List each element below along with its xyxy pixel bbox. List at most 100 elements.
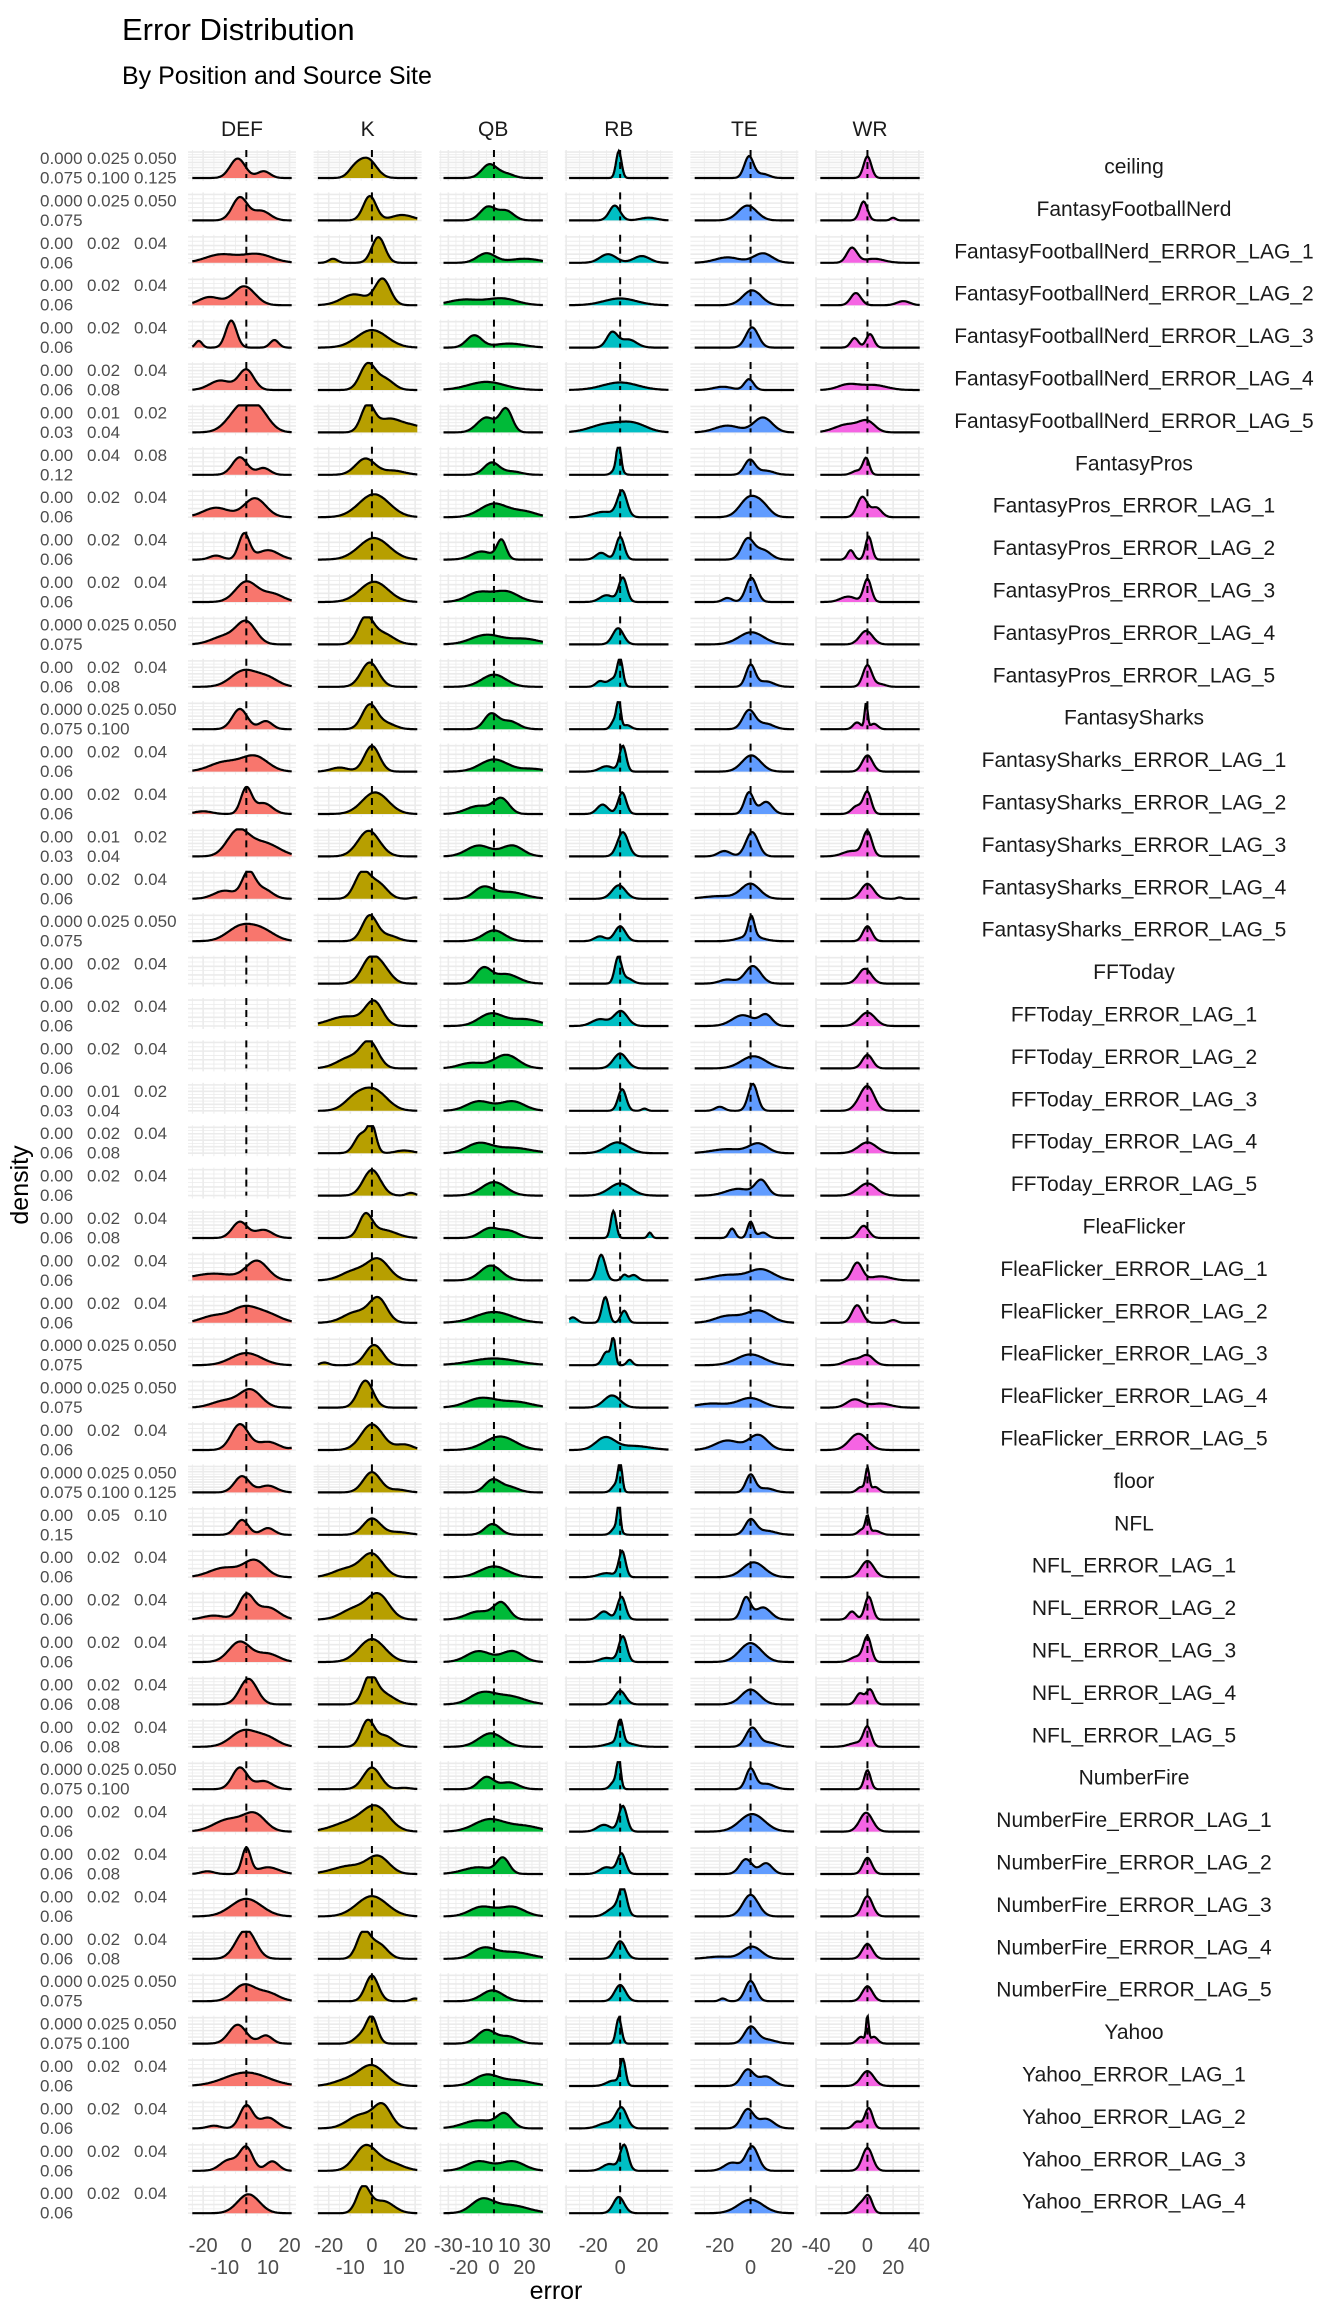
panel-k — [313, 701, 422, 733]
panel-qb — [439, 913, 548, 945]
panel-def — [188, 531, 296, 563]
panel-wr — [815, 1294, 924, 1326]
density-fill — [820, 1142, 920, 1154]
panel-def — [188, 1167, 296, 1199]
density-fill — [317, 704, 418, 730]
y-tick-label: 0.025 — [87, 191, 130, 210]
density-line — [192, 1558, 292, 1579]
density-line — [569, 253, 669, 264]
density-fill — [694, 290, 795, 306]
panel-rb — [564, 1167, 673, 1199]
density-fill — [694, 205, 795, 221]
panel-te — [690, 955, 799, 987]
y-tick-label: 0.06 — [40, 1271, 73, 1290]
density-fill — [317, 581, 418, 602]
y-tick-label: 0.03 — [40, 423, 73, 442]
panel-rb — [564, 234, 673, 266]
density-fill — [694, 1562, 795, 1578]
density-fill — [569, 1089, 669, 1111]
chart-subtitle: By Position and Source Site — [122, 62, 432, 90]
density-fill — [192, 197, 292, 221]
y-tick-label: 0.04 — [134, 955, 167, 974]
density-line — [192, 1640, 292, 1664]
panel-k — [313, 828, 422, 860]
density-line — [568, 1295, 669, 1324]
y-tick-label: 0.00 — [40, 870, 73, 889]
panel-k — [313, 1549, 422, 1581]
y-tick-label: 0.06 — [40, 593, 73, 612]
panel-k — [313, 1506, 422, 1538]
panel-rb — [564, 404, 673, 436]
density-line — [192, 754, 292, 773]
density-fill — [317, 830, 418, 857]
density-fill — [694, 1474, 795, 1493]
panel-rb — [564, 319, 673, 351]
density-line — [820, 1261, 920, 1282]
y-tick-label: 0.00 — [40, 785, 73, 804]
density-line — [694, 754, 795, 773]
density-line — [317, 703, 418, 731]
density-line — [443, 1100, 543, 1112]
panel-wr — [815, 1040, 924, 1072]
facet-row: 0.00 0.02 0.04 0.06 FFToday_ERROR_LAG_2 — [40, 1039, 1257, 1078]
panel-qb — [439, 319, 548, 351]
panel-k — [313, 786, 422, 817]
density-line — [820, 246, 920, 264]
y-tick-label: 0.000 — [40, 149, 83, 168]
y-tick-label: 0.06 — [40, 762, 73, 781]
density-line — [569, 1394, 669, 1409]
row-strip-label: FleaFlicker_ERROR_LAG_1 — [1000, 1258, 1267, 1281]
panel-wr — [815, 1210, 924, 1241]
panel-te — [690, 531, 799, 563]
row-strip-label: FantasyFootballNerd_ERROR_LAG_1 — [954, 240, 1314, 263]
y-tick-label: 0.06 — [40, 508, 73, 527]
density-fill — [192, 457, 292, 475]
panel-rb — [564, 913, 673, 945]
density-fill — [569, 490, 669, 518]
panel-k — [313, 234, 422, 266]
panel-def — [188, 1252, 296, 1284]
panel-def — [188, 785, 296, 817]
density-fill — [820, 884, 920, 899]
y-tick-label: 0.02 — [87, 1421, 120, 1440]
row-strip-label: FleaFlicker_ERROR_LAG_2 — [1000, 1300, 1267, 1323]
density-fill — [317, 196, 418, 221]
density-line — [317, 913, 418, 943]
y-tick-label: 0.000 — [40, 1336, 83, 1355]
row-strip-label: FantasyPros_ERROR_LAG_2 — [993, 537, 1275, 560]
y-tick-label: 0.08 — [87, 1144, 120, 1163]
density-fill — [443, 1566, 543, 1578]
panel-def — [188, 1464, 296, 1496]
y-tick-label: 0.04 — [134, 1294, 167, 1313]
density-line — [192, 285, 292, 307]
y-tick-label: 0.04 — [134, 319, 167, 338]
row-strip-label: FFToday_ERROR_LAG_4 — [1011, 1131, 1258, 1154]
density-fill — [317, 1424, 418, 1450]
facet-row: 0.00 0.02 0.04 0.06 FantasyPros_ERROR_LAG_3 — [40, 573, 1275, 612]
density-line — [569, 1208, 669, 1240]
density-line — [192, 707, 292, 731]
panel-rb — [564, 446, 673, 478]
panel-def — [188, 489, 296, 521]
density-line — [820, 1304, 920, 1324]
panel-wr — [815, 1464, 924, 1496]
row-strip-label: FantasyFootballNerd_ERROR_LAG_4 — [954, 368, 1314, 391]
y-tick-label: 0.08 — [87, 1695, 120, 1714]
density-fill — [443, 930, 543, 942]
density-fill — [443, 797, 543, 814]
panel-rb — [564, 955, 673, 987]
panel-qb — [439, 150, 548, 181]
density-line — [820, 291, 920, 307]
y-tick-label: 0.04 — [134, 785, 167, 804]
y-tick-label: 0.06 — [40, 1313, 73, 1332]
panel-k — [313, 1337, 422, 1369]
density-fill — [443, 539, 543, 560]
panel-wr — [815, 192, 924, 224]
density-line — [317, 1343, 418, 1367]
density-line — [317, 404, 418, 434]
panel-te — [690, 1082, 799, 1114]
density-line — [569, 791, 669, 816]
density-line — [694, 663, 795, 688]
y-tick-label: 0.06 — [40, 296, 73, 315]
facet-row: 0.00 0.02 0.04 0.06 FantasySharks_ERROR_LAG_… — [40, 785, 1286, 824]
